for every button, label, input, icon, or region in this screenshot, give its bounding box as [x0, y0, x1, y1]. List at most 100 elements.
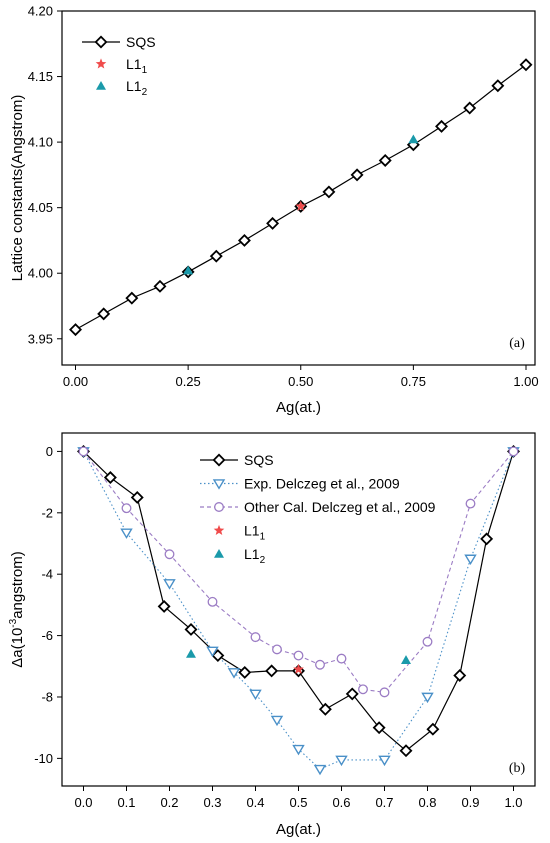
data-point-s3 — [293, 663, 304, 674]
data-point-s2 — [121, 503, 132, 514]
legend-label: SQS — [244, 452, 274, 468]
y-tick-label: 0 — [46, 444, 53, 459]
series-line-1 — [83, 451, 515, 770]
x-tick-label: 0.2 — [160, 795, 178, 810]
data-point-s0 — [153, 279, 167, 293]
data-point-s0 — [318, 702, 332, 716]
panel-label: (a) — [509, 336, 525, 351]
x-tick-label: 0.7 — [375, 795, 393, 810]
legend-marker — [212, 453, 226, 467]
chart-panel-a: 0.00 0.25 0.50 0.75 1.00 3.95 4.00 4.05 4.10 4.15… — [9, 4, 539, 417]
y-tick-label: 4.20 — [28, 4, 53, 19]
y-tick-label: -8 — [41, 689, 53, 704]
data-point-s2 — [336, 653, 347, 664]
data-point-s1 — [249, 689, 262, 701]
x-tick-label: 1.0 — [504, 795, 522, 810]
x-tick-label: 0.75 — [401, 374, 426, 389]
y-axis-label: Δa(10-3angstrom) — [8, 551, 26, 667]
y-tick-label: 4.15 — [28, 69, 53, 84]
y-tick-label: 3.95 — [28, 331, 53, 346]
x-tick-label: 0.4 — [246, 795, 264, 810]
x-tick-label: 0.00 — [63, 374, 88, 389]
data-point-s0 — [265, 664, 279, 678]
legend-marker — [94, 35, 108, 49]
legend-label: Other Cal. Delczeg et al., 2009 — [244, 499, 436, 515]
data-point-s0 — [378, 153, 392, 167]
data-point-s0 — [399, 744, 413, 758]
x-tick-label: 0.6 — [332, 795, 350, 810]
y-tick-label: -6 — [41, 628, 53, 643]
y-tick-label: -4 — [41, 567, 53, 582]
x-tick-label: 0.1 — [117, 795, 135, 810]
data-point-s2 — [164, 549, 175, 560]
chart-panel-b: 0.0 0.1 0.2 0.3 0.4 0.5 0.6 0.7 0.8 0.9 1.0 0 -2 -4 -6… — [8, 432, 536, 838]
data-point-s0 — [157, 599, 171, 613]
series-line-0 — [75, 64, 527, 331]
data-point-s2 — [183, 265, 194, 275]
data-point-s2 — [250, 632, 261, 643]
legend-label: Exp. Delczeg et al., 2009 — [244, 476, 400, 492]
data-point-s2 — [465, 498, 476, 509]
data-point-s1 — [227, 668, 241, 679]
data-point-s1 — [295, 200, 307, 211]
data-point-s1 — [313, 764, 327, 776]
data-point-s0 — [266, 216, 280, 230]
data-point-s0 — [435, 119, 448, 133]
data-point-s1 — [163, 579, 176, 590]
legend-marker — [95, 58, 107, 69]
x-tick-label: 0.25 — [175, 374, 200, 389]
x-tick-label: 0.50 — [288, 374, 313, 389]
data-point-s0 — [209, 249, 223, 263]
legend-label: SQS — [126, 34, 156, 50]
legend-marker — [213, 524, 225, 536]
legend-marker — [214, 549, 224, 558]
legend-label: L12 — [244, 546, 266, 566]
legend-label: L11 — [244, 523, 266, 543]
data-point-s0 — [103, 471, 117, 484]
data-point-s2 — [272, 644, 282, 655]
data-point-s0 — [238, 665, 252, 679]
legend-marker — [212, 479, 226, 490]
x-tick-label: 0.3 — [203, 795, 221, 810]
data-point-s1 — [378, 755, 391, 767]
data-point-s0 — [463, 101, 477, 115]
x-tick-label: 1.00 — [513, 374, 538, 389]
data-point-s4 — [186, 649, 196, 658]
data-point-s0 — [184, 622, 198, 636]
y-tick-label: -2 — [41, 505, 53, 520]
data-point-s0 — [322, 185, 336, 199]
panel-label: (b) — [509, 761, 526, 776]
data-point-s2 — [422, 636, 433, 647]
data-point-s1 — [464, 554, 477, 566]
data-point-s2 — [379, 687, 390, 698]
data-point-s0 — [372, 721, 386, 735]
data-point-s0 — [69, 323, 82, 337]
data-point-s2 — [408, 134, 419, 144]
y-tick-label: -10 — [34, 751, 53, 766]
data-point-s4 — [401, 655, 411, 664]
data-point-s1 — [270, 715, 284, 727]
legend-label: L11 — [126, 56, 148, 76]
series-line-0 — [83, 450, 515, 752]
legend-label: L12 — [126, 78, 148, 98]
data-point-s2 — [315, 659, 325, 670]
y-axis-label: Lattice constants(Angstrom) — [9, 95, 26, 282]
data-point-s1 — [335, 755, 348, 767]
x-axis-label: Ag(at.) — [276, 399, 321, 416]
data-point-s2 — [508, 446, 519, 457]
data-point-s1 — [206, 646, 219, 658]
data-point-s1 — [292, 744, 305, 756]
legend-marker — [214, 502, 224, 512]
y-tick-label: 4.05 — [28, 200, 53, 215]
data-point-s0 — [519, 58, 533, 72]
x-tick-label: 0.9 — [461, 795, 479, 810]
data-point-s2 — [358, 684, 368, 695]
data-point-s0 — [480, 532, 494, 546]
data-point-s2 — [78, 446, 89, 457]
data-point-s0 — [97, 307, 111, 321]
data-point-s0 — [237, 233, 251, 247]
data-point-s2 — [293, 650, 304, 661]
x-tick-label: 0.0 — [74, 795, 92, 810]
